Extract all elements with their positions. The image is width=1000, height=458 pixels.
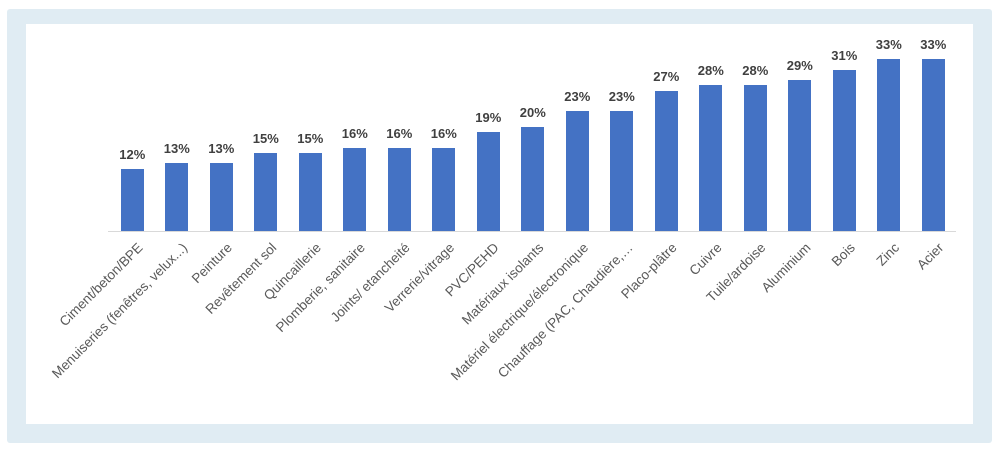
bar (877, 59, 901, 231)
bar (921, 59, 945, 231)
bar-value-label: 28% (697, 63, 724, 78)
bar-value-label: 16% (341, 126, 368, 141)
chart-frame: 12% 13% 13% 15% 15% 16% 16% 16% 19% 20% 23% 23% 27% 2… (7, 9, 992, 443)
bar-value-label: 16% (430, 126, 457, 141)
bar-value-label: 12% (119, 147, 146, 162)
bar-value-label: 33% (875, 37, 902, 52)
bar (743, 85, 767, 231)
bar-value-label: 16% (386, 126, 413, 141)
bar (521, 127, 545, 231)
bar (432, 148, 456, 231)
category-label: Bois (828, 240, 858, 270)
bar-value-label: 15% (252, 131, 279, 146)
bar (699, 85, 723, 231)
category-label: Acier (914, 240, 947, 273)
category-label: Matériaux isolants (458, 240, 547, 328)
bar-value-label: 33% (920, 37, 947, 52)
bar-value-label: 23% (564, 89, 591, 104)
bar-value-label: 23% (608, 89, 635, 104)
category-label: Cuivre (686, 240, 725, 279)
bar-value-label: 27% (653, 69, 680, 84)
bar (387, 148, 411, 231)
bar (654, 91, 678, 231)
bar-value-label: 15% (297, 131, 324, 146)
bar-value-label: 31% (831, 48, 858, 63)
chart-canvas: 12% 13% 13% 15% 15% 16% 16% 16% 19% 20% 23% 23% 27% 2… (26, 24, 973, 424)
category-label: Joints/ etancheité (327, 240, 413, 325)
bar (788, 80, 812, 231)
bar-value-label: 13% (163, 141, 190, 156)
bar (165, 163, 189, 231)
category-label: Ciment/beton/BPE (56, 240, 146, 330)
bar (832, 70, 856, 231)
bar (565, 111, 589, 231)
x-axis-line (108, 230, 956, 232)
bar (254, 153, 278, 231)
bar-value-label: 19% (475, 110, 502, 125)
bar-value-label: 13% (208, 141, 235, 156)
bar (610, 111, 634, 231)
bar-value-label: 20% (519, 105, 546, 120)
bar (343, 148, 367, 231)
bar (209, 163, 233, 231)
bar (120, 169, 144, 231)
bar-value-label: 28% (742, 63, 769, 78)
category-label: Zinc (873, 240, 903, 269)
bar-value-label: 29% (786, 58, 813, 73)
bar (476, 132, 500, 231)
bar (298, 153, 322, 231)
